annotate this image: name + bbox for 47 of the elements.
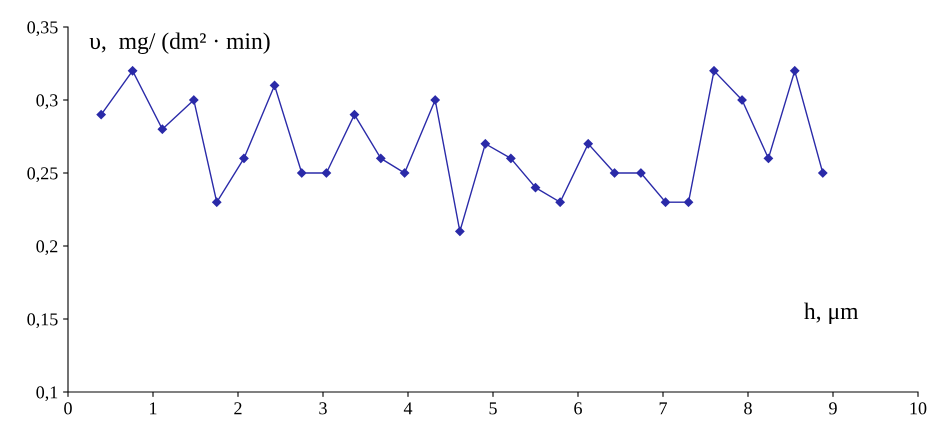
point (455, 226, 464, 236)
point (189, 95, 198, 105)
point (584, 139, 593, 148)
point (96, 110, 106, 120)
point (709, 66, 719, 76)
point (430, 95, 440, 105)
x-tick-label: 10 (910, 402, 926, 414)
point (376, 154, 386, 164)
y-tick-label: 0,2 (36, 240, 58, 256)
x-tick-label: 8 (744, 402, 752, 414)
point (400, 168, 410, 178)
x-tick-label: 1 (150, 402, 156, 414)
point (636, 168, 646, 178)
point (506, 154, 516, 164)
point (764, 154, 774, 164)
y-tick-label: 0,35 (27, 21, 58, 36)
point (158, 124, 167, 134)
point (556, 198, 565, 207)
x-axis-title: h, μm (804, 302, 858, 324)
y-axis-title: υ, mg/ (dm² · min) (90, 32, 270, 54)
point (737, 95, 747, 105)
point (530, 182, 540, 192)
x-tick-label: 7 (660, 402, 667, 414)
point (818, 168, 828, 178)
y-tick-label: 0,15 (27, 313, 58, 328)
y-tick-label: 0,1 (36, 386, 58, 402)
y-tick-label: 0,3 (36, 94, 58, 110)
point (212, 198, 222, 207)
x-tick-label: 4 (404, 402, 412, 414)
point (790, 66, 800, 76)
point (610, 168, 620, 178)
point (660, 198, 670, 207)
point (270, 80, 280, 90)
x-tick-label: 5 (490, 402, 497, 414)
point (239, 154, 249, 164)
x-tick-label: 9 (829, 402, 837, 414)
point (350, 110, 360, 120)
x-tick-label: 3 (319, 402, 327, 414)
x-tick-label: 2 (234, 402, 242, 414)
point (297, 168, 306, 178)
x-tick-label: 6 (574, 402, 582, 414)
y-tick-label: 0,25 (27, 167, 58, 182)
point (480, 139, 490, 148)
point (128, 66, 138, 76)
point (322, 168, 332, 178)
x-tick-label: 0 (64, 402, 72, 414)
point (684, 198, 694, 207)
